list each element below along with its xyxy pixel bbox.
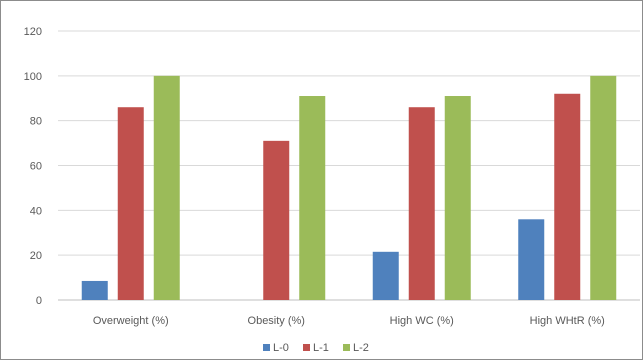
bar-l-1-0 bbox=[117, 107, 144, 300]
bar-l-0-0 bbox=[81, 280, 108, 300]
bar-l-2-2 bbox=[444, 96, 471, 300]
bar-l-1-1 bbox=[263, 140, 290, 300]
y-tick-label: 20 bbox=[30, 250, 42, 262]
bar-l-1-2 bbox=[408, 107, 435, 300]
bars bbox=[81, 75, 617, 301]
legend-label-l-1: L-1 bbox=[313, 342, 329, 354]
y-tick-label: 80 bbox=[30, 116, 42, 128]
y-tick-label: 40 bbox=[30, 205, 42, 217]
legend-swatch-l-2 bbox=[343, 344, 350, 351]
x-axis-labels: Overweight (%) Obesity (%) High WC (%) High… bbox=[93, 315, 605, 327]
x-category-label: Obesity (%) bbox=[248, 315, 305, 327]
bar-l-2-1 bbox=[299, 96, 326, 300]
bar-l-2-3 bbox=[590, 75, 617, 300]
bar-l-1-3 bbox=[554, 93, 581, 301]
bar-l-0-2 bbox=[372, 251, 399, 300]
bar-l-0-3 bbox=[518, 219, 545, 300]
legend-swatch-l-0 bbox=[263, 344, 270, 351]
legend-label-l-2: L-2 bbox=[353, 342, 369, 354]
x-category-label: Overweight (%) bbox=[93, 315, 169, 327]
y-tick-label: 60 bbox=[30, 161, 42, 173]
x-category-label: High WC (%) bbox=[390, 315, 454, 327]
legend-swatch-l-1 bbox=[303, 344, 310, 351]
gridlines bbox=[58, 30, 640, 301]
x-category-label: High WHtR (%) bbox=[530, 315, 605, 327]
legend-label-l-0: L-0 bbox=[273, 342, 289, 354]
y-tick-label: 0 bbox=[36, 295, 42, 307]
legend: L-0 L-1 L-2 bbox=[263, 342, 369, 354]
y-axis-ticks: 0 20 40 60 80 100 120 bbox=[24, 26, 42, 307]
y-tick-label: 120 bbox=[24, 26, 42, 38]
y-tick-label: 100 bbox=[24, 71, 42, 83]
bar-l-2-0 bbox=[153, 75, 180, 300]
